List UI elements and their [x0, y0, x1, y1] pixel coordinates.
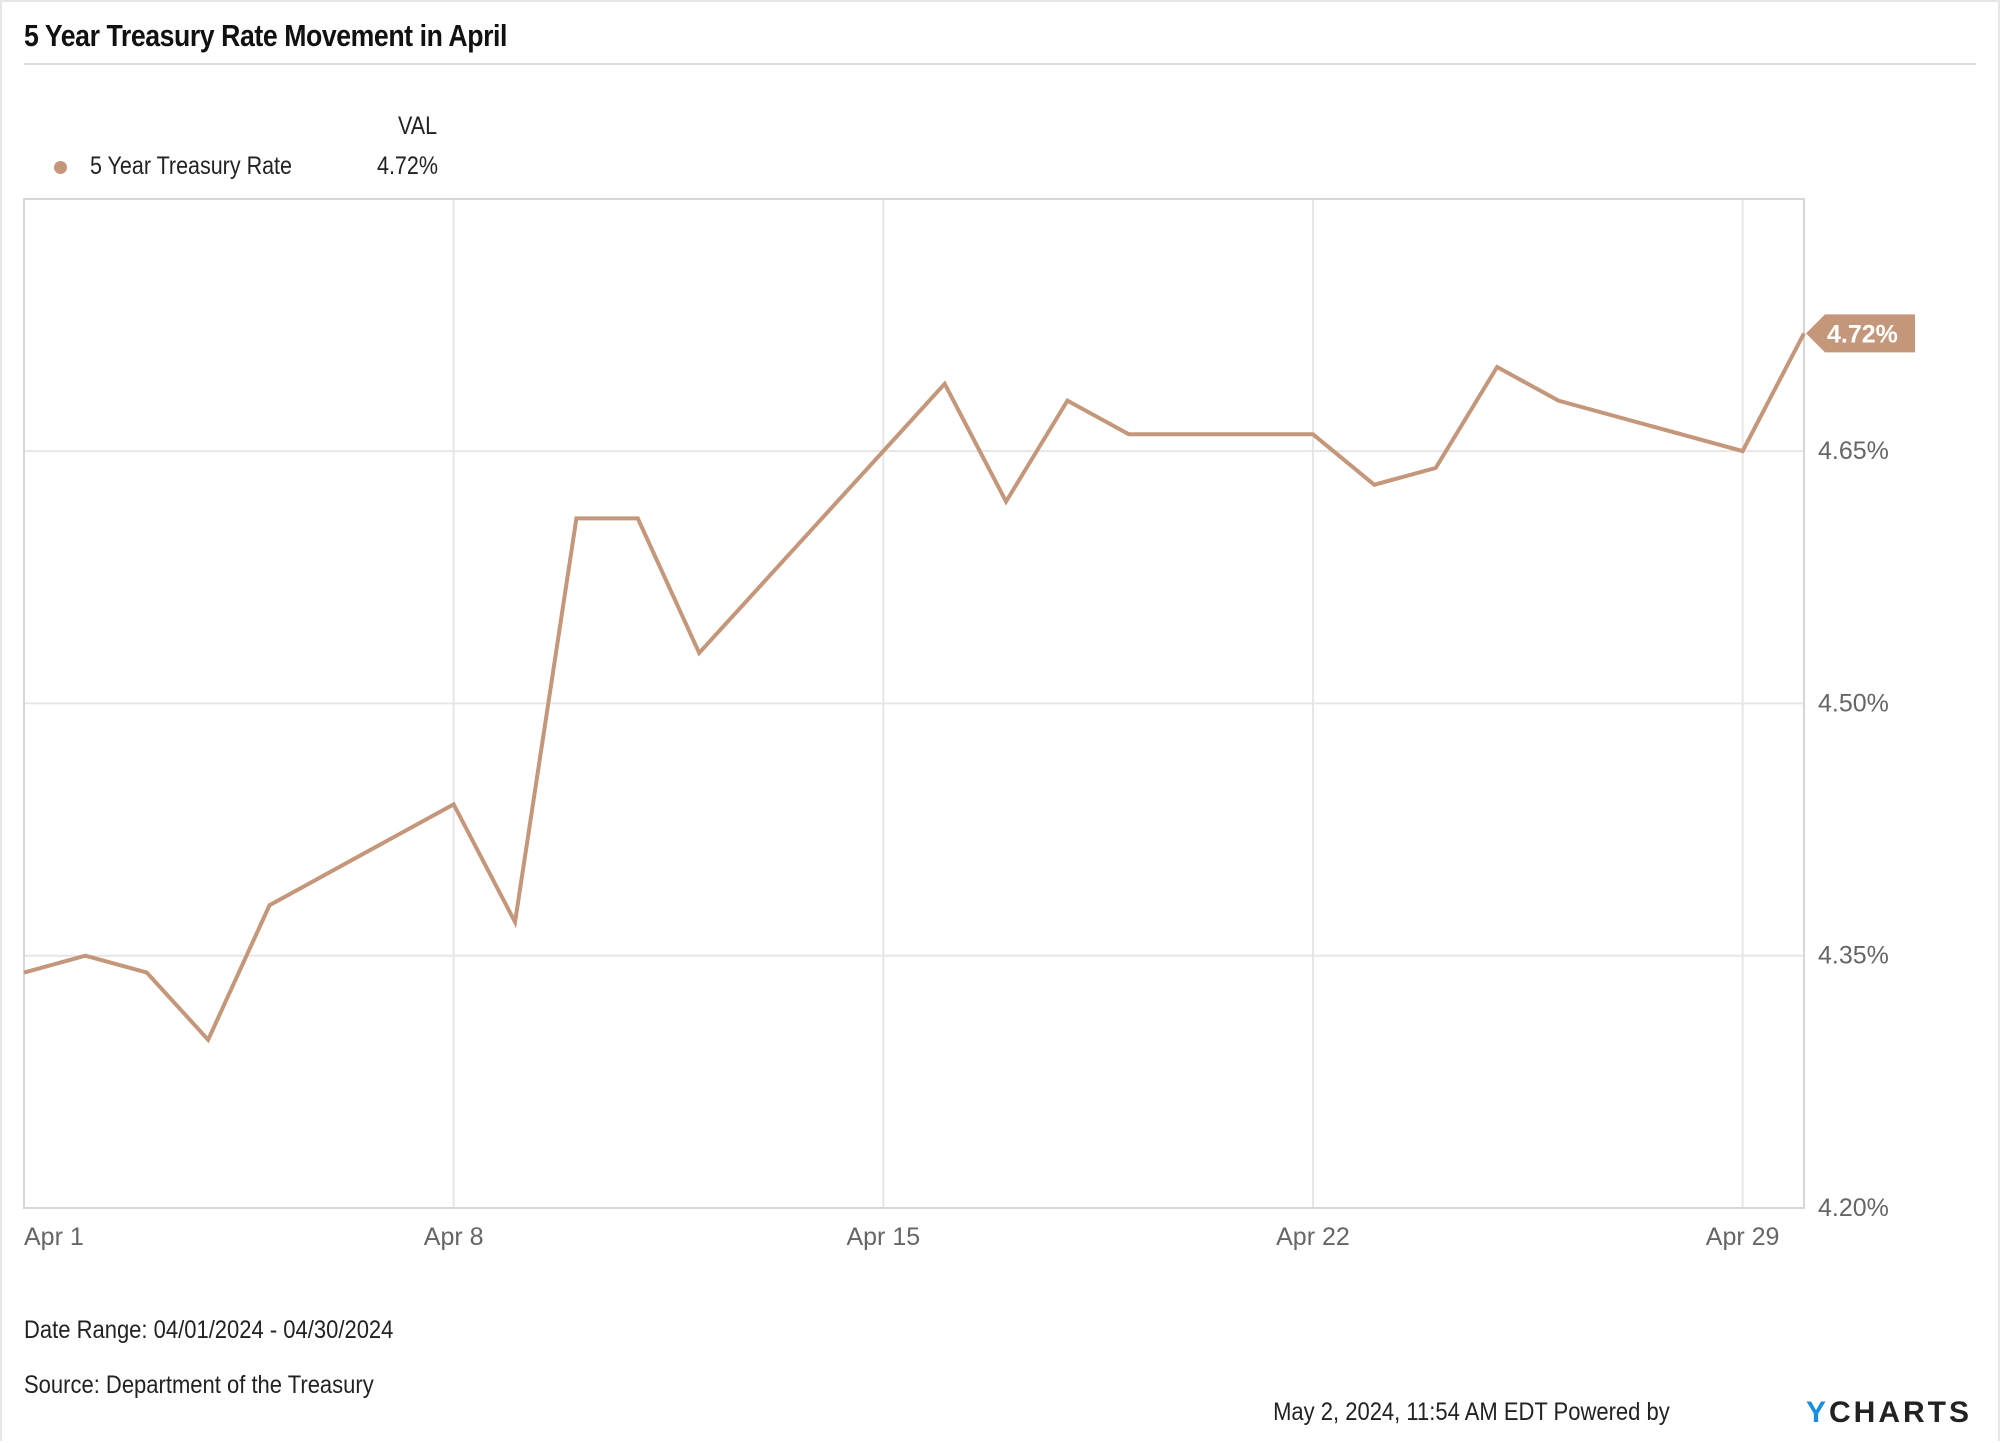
chart-title: 5 Year Treasury Rate Movement in April — [24, 18, 508, 53]
date-range: Date Range: 04/01/2024 - 04/30/2024 — [24, 1316, 394, 1344]
grid-lines — [24, 199, 1804, 1208]
x-axis: Apr 1 Apr 8 Apr 15 Apr 22 Apr 29 — [24, 1223, 1779, 1251]
title-divider — [24, 63, 1976, 65]
last-value-text: 4.72% — [1827, 320, 1898, 348]
y-tick-label: 4.35% — [1818, 942, 1889, 970]
ycharts-logo[interactable]: YCHARTS — [1806, 1396, 1972, 1430]
x-tick-label: Apr 29 — [1706, 1223, 1780, 1251]
logo-y-icon: Y — [1806, 1396, 1830, 1429]
y-tick-label: 4.20% — [1818, 1194, 1889, 1222]
source-note: Source: Department of the Treasury — [24, 1371, 374, 1399]
y-axis: 4.20% 4.35% 4.50% 4.65% — [1818, 437, 1889, 1222]
plot-area — [23, 198, 1805, 1209]
logo-text: CHARTS — [1829, 1396, 1973, 1429]
tag-shape — [1806, 314, 1915, 353]
x-tick-label: Apr 15 — [846, 1223, 920, 1251]
y-tick-label: 4.50% — [1818, 689, 1889, 717]
legend-series-name: 5 Year Treasury Rate — [90, 152, 292, 180]
x-tick-label: Apr 8 — [424, 1223, 484, 1251]
series-line[interactable] — [23, 332, 1806, 1044]
x-tick-label: Apr 22 — [1276, 1223, 1350, 1251]
x-tick-label: Apr 1 — [24, 1223, 84, 1251]
last-value-tag: 4.72% — [1806, 314, 1915, 353]
timestamp: May 2, 2024, 11:54 AM EDT Powered by — [1273, 1398, 1670, 1426]
legend-value-header: VAL — [398, 112, 438, 140]
legend-series-value: 4.72% — [377, 152, 438, 180]
series-dot-icon — [54, 161, 67, 174]
legend-item[interactable]: 5 Year Treasury Rate 4.72% — [52, 152, 472, 182]
y-tick-label: 4.65% — [1818, 437, 1889, 465]
